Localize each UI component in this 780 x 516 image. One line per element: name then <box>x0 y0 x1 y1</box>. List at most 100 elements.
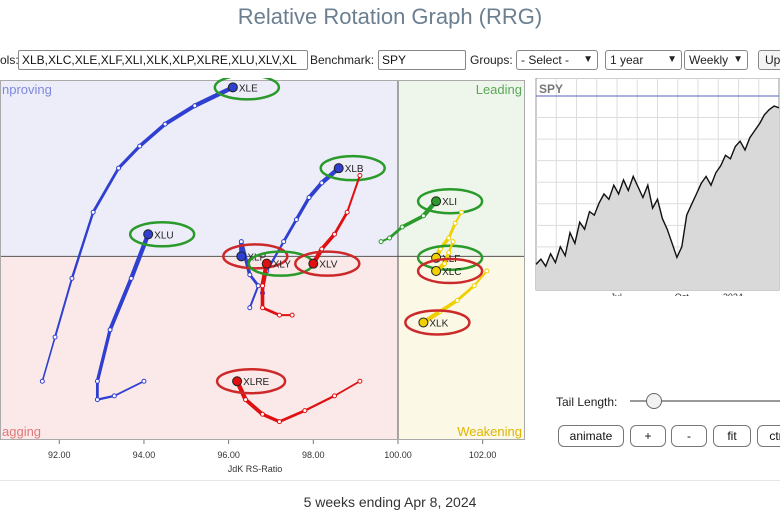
quadrant-lagging <box>0 256 398 440</box>
tail-point-xle <box>137 143 143 149</box>
divider <box>0 480 780 481</box>
series-head-xlu[interactable] <box>143 229 154 240</box>
tail-point-xlc <box>442 261 448 267</box>
tail-point-xlre <box>302 408 308 414</box>
zoom-out-button[interactable]: - <box>671 425 707 447</box>
tail-point-xlv <box>319 246 325 252</box>
tail-segment-xle <box>54 277 73 339</box>
tail-segment-xle <box>163 103 197 127</box>
quadrant-weakening <box>397 256 525 440</box>
rrg-chart[interactable]: 92.00 94.00 96.00 98.00 100.00 102.00 XLE XLU X… <box>0 78 525 478</box>
series-head-xlk[interactable] <box>418 317 429 328</box>
x-tick-label: 98.00 <box>302 450 325 460</box>
groups-select[interactable]: - Select - ▼ <box>516 50 598 70</box>
series-head-xlv[interactable] <box>308 258 319 269</box>
tail-segment-xlk <box>455 284 476 302</box>
tail-segment-xlf <box>447 221 457 240</box>
highlight-ring-xlv <box>294 250 361 277</box>
tail-point-xle <box>52 334 58 340</box>
frequency-select[interactable]: Weekly ▼ <box>684 50 748 70</box>
tail-point-xlu <box>111 393 117 399</box>
tail-segment-xle <box>91 166 120 214</box>
series-label-xlb: XLB <box>345 164 364 175</box>
series-head-xlre[interactable] <box>232 376 243 387</box>
tail-segment-xli <box>388 225 404 240</box>
series-head-xle[interactable] <box>227 82 238 93</box>
tail-point-xli <box>420 213 426 219</box>
period-select[interactable]: 1 year ▼ <box>605 50 682 70</box>
tail-segment-xlb <box>307 180 324 200</box>
tail-point-xlu <box>141 378 147 384</box>
benchmark-input[interactable]: SPY <box>378 50 466 70</box>
spy-x-tick-label: Jul <box>610 292 622 296</box>
x-tick-label: 92.00 <box>48 450 71 460</box>
tail-point-xle <box>116 165 122 171</box>
zoom-in-button[interactable]: + <box>630 425 666 447</box>
quadrant-label-improving: nproving <box>2 82 52 97</box>
tail-point-xlp <box>255 283 261 289</box>
series-head-xli[interactable] <box>431 196 442 207</box>
tail-point-xlre <box>260 411 265 417</box>
tail-point-xlk <box>454 297 460 303</box>
chevron-down-icon: ▼ <box>733 54 743 65</box>
tail-length-slider-track[interactable] <box>630 400 780 402</box>
spy-plot: Jul Oct 2024 <box>535 78 780 296</box>
tail-point-xli <box>378 239 384 245</box>
tail-segment-xlre <box>243 397 265 417</box>
tail-point-xlu <box>128 275 134 281</box>
tail-segment-xlre <box>278 409 307 424</box>
tail-segment-xlu <box>95 328 112 383</box>
series-head-xlb[interactable] <box>333 163 344 174</box>
tail-point-xlb <box>306 195 312 201</box>
tail-segment-xle <box>137 122 167 148</box>
rrg-quadrants <box>0 80 525 440</box>
tail-segment-xle <box>41 336 56 383</box>
tail-point-xlc <box>446 250 452 256</box>
tail-point-xlf <box>458 209 464 215</box>
tail-point-xlre <box>243 397 249 403</box>
footer-caption: 5 weeks ending Apr 8, 2024 <box>303 494 477 510</box>
tail-point-xlu <box>107 327 113 333</box>
tail-point-xle <box>192 103 198 109</box>
tail-point-xlf <box>452 220 458 226</box>
fit-button[interactable]: fit <box>713 425 751 447</box>
tail-segment-xlv <box>346 174 361 214</box>
series-head-xly[interactable] <box>261 258 272 269</box>
tail-point-xle <box>69 275 75 281</box>
symbols-input[interactable]: XLB,XLC,XLE,XLF,XLI,XLK,XLP,XLRE,XLU,XLV… <box>18 50 308 70</box>
tail-point-xlre <box>357 378 363 384</box>
series-head-xlp[interactable] <box>236 251 247 262</box>
series-label-xlu: XLU <box>154 230 173 241</box>
tail-segment-xlb <box>294 195 311 222</box>
tail-segment-xlre <box>303 394 336 412</box>
tail-point-xlb <box>281 239 287 245</box>
tail-point-xlv <box>331 231 337 237</box>
tail-segment-xlu <box>129 232 151 281</box>
x-axis-label: JdK RS-Ratio <box>228 464 283 474</box>
spy-area <box>536 106 779 290</box>
tail-point-xlv <box>357 173 363 179</box>
center-button[interactable]: ctr <box>757 425 780 447</box>
tail-point-xly <box>289 312 295 318</box>
tail-segment-xlk <box>473 270 488 287</box>
tail-point-xle <box>162 121 168 127</box>
tail-point-xlre <box>276 419 282 425</box>
benchmark-label: Benchmark: <box>310 53 375 67</box>
tail-segment-xlre <box>260 412 282 424</box>
series-label-xlk: XLK <box>429 318 448 329</box>
tail-point-xli <box>399 224 405 230</box>
highlight-ring-xlc <box>416 257 484 285</box>
x-tick-label: 100.00 <box>384 450 412 460</box>
quadrant-label-leading: Leading <box>476 82 522 97</box>
animate-button[interactable]: animate <box>558 425 624 447</box>
tail-point-xlb <box>293 217 299 223</box>
tail-point-xlb <box>319 180 325 186</box>
page-title: Relative Rotation Graph (RRG) <box>237 4 543 29</box>
series-head-xlc[interactable] <box>431 266 442 277</box>
update-button[interactable]: Up <box>758 50 780 70</box>
series-label-xlc: XLC <box>442 267 461 278</box>
tail-length-slider-thumb[interactable] <box>646 393 662 409</box>
highlight-ring-xlk <box>404 309 471 336</box>
series-label-xlp: XLP <box>247 252 266 263</box>
